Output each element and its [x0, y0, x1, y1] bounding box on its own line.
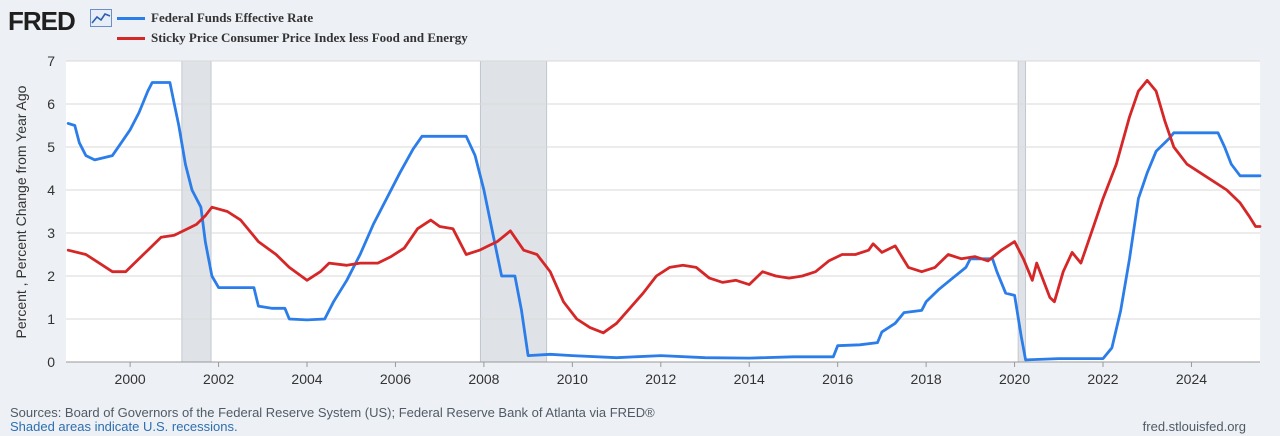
y-tick-label: 2 — [47, 268, 55, 284]
x-tick-label: 2008 — [468, 371, 499, 387]
x-tick-label: 2010 — [557, 371, 588, 387]
site-url[interactable]: fred.stlouisfed.org — [1142, 419, 1246, 434]
fred-logo[interactable]: FRED — [8, 6, 76, 36]
y-tick-label: 7 — [47, 53, 55, 69]
trend-line-icon — [90, 9, 112, 27]
y-tick-label: 6 — [47, 96, 55, 112]
x-axis-ticks: 2000 2002 2004 2006 2008 2010 2012 2014 2016 2018… — [66, 361, 1260, 387]
x-tick-label: 2016 — [822, 371, 853, 387]
recession-band-1 — [479, 60, 548, 363]
series-line-fedfunds — [66, 81, 1262, 362]
legend-swatch-fedfunds — [117, 16, 145, 20]
series-lines — [66, 79, 1262, 362]
y-tick-label: 0 — [47, 354, 55, 370]
x-tick-label: 2002 — [203, 371, 234, 387]
x-tick-label: 2020 — [999, 371, 1030, 387]
y-tick-label: 4 — [47, 182, 55, 198]
legend-item-fedfunds: Federal Funds Effective Rate — [117, 9, 313, 27]
y-tick-label: 1 — [47, 311, 55, 327]
sources-text: Sources: Board of Governors of the Feder… — [10, 405, 655, 420]
y-tick-label: 3 — [47, 225, 55, 241]
recessions-link[interactable]: Shaded areas indicate U.S. recessions. — [10, 419, 238, 434]
legend-label-fedfunds: Federal Funds Effective Rate — [151, 10, 314, 25]
plot-area — [66, 61, 1260, 362]
x-tick-label: 2006 — [380, 371, 411, 387]
x-tick-label: 2022 — [1087, 371, 1118, 387]
legend-item-sticky-cpi: Sticky Price Consumer Price Index less F… — [117, 29, 468, 47]
x-tick-label: 2024 — [1176, 371, 1207, 387]
x-tick-label: 2012 — [645, 371, 676, 387]
legend-swatch-sticky-cpi — [117, 36, 145, 40]
chart: 0 1 2 3 4 5 6 7 2000 2002 2004 2006 2008 2010 2012 201… — [13, 53, 1262, 387]
recession-band-0 — [181, 60, 212, 363]
x-tick-label: 2000 — [115, 371, 146, 387]
y-axis-ticks: 0 1 2 3 4 5 6 7 — [47, 53, 55, 370]
legend-label-sticky-cpi: Sticky Price Consumer Price Index less F… — [151, 30, 468, 45]
x-tick-label: 2004 — [291, 371, 322, 387]
x-tick-label: 2014 — [734, 371, 765, 387]
y-axis-label: Percent , Percent Change from Year Ago — [13, 85, 29, 338]
recession-bands — [181, 60, 1027, 363]
x-tick-label: 2018 — [911, 371, 942, 387]
series-line-sticky-cpi — [66, 79, 1262, 335]
y-tick-label: 5 — [47, 139, 55, 155]
